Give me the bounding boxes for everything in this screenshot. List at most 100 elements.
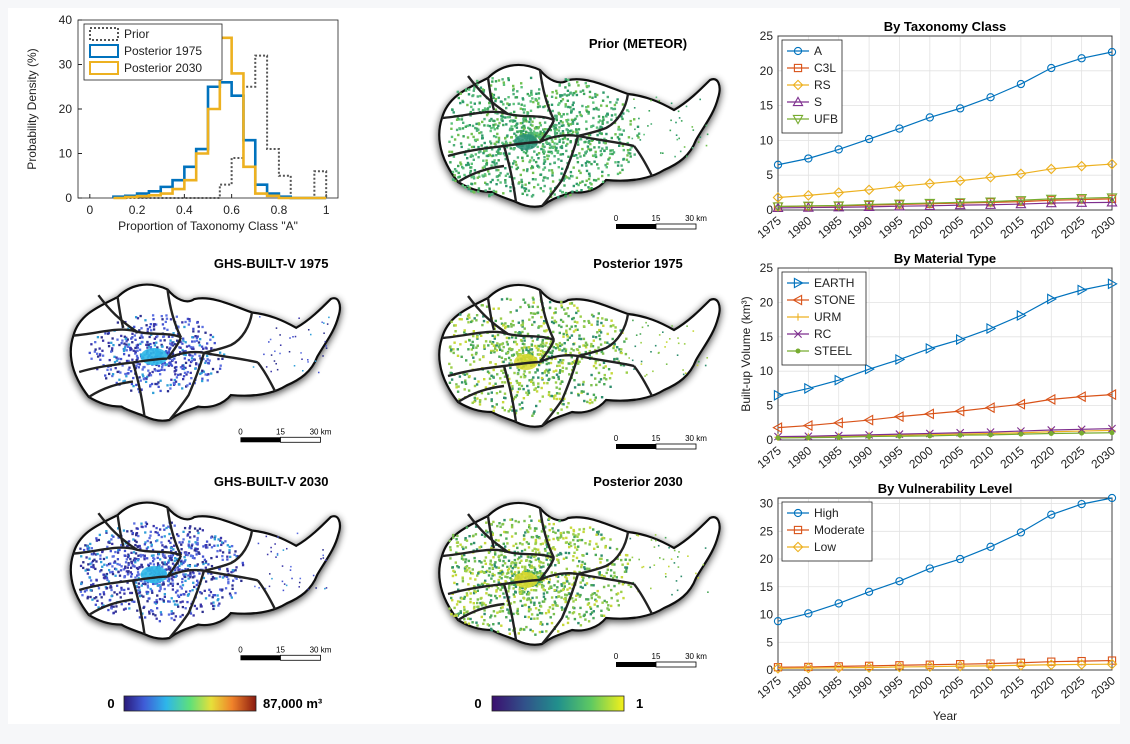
map-pixel bbox=[177, 534, 180, 538]
map-pixel bbox=[581, 383, 585, 386]
map-pixel bbox=[548, 517, 551, 520]
line-marker bbox=[988, 432, 994, 438]
map-pixel bbox=[142, 595, 145, 598]
map-pixel bbox=[500, 369, 503, 372]
map-pixel bbox=[524, 116, 527, 119]
map-pixel bbox=[177, 373, 180, 377]
map-pixel bbox=[521, 342, 525, 345]
map-pixel bbox=[143, 543, 147, 546]
map-pixel bbox=[124, 542, 127, 545]
map-pixel bbox=[628, 110, 630, 113]
map-pixel bbox=[569, 91, 572, 94]
map-pixel bbox=[526, 393, 529, 396]
line-marker bbox=[1045, 197, 1057, 208]
map-pixel bbox=[466, 184, 470, 188]
line-marker bbox=[1048, 430, 1054, 436]
map-pixel bbox=[581, 586, 584, 589]
map-pixel bbox=[193, 557, 196, 560]
map-pixel bbox=[582, 614, 585, 618]
map-pixel bbox=[486, 124, 490, 127]
map-pixel bbox=[535, 404, 538, 408]
map-pixel bbox=[553, 589, 556, 592]
map-pixel bbox=[515, 561, 518, 565]
map-pixel bbox=[625, 371, 628, 374]
map-pixel bbox=[504, 575, 507, 578]
map-pixel bbox=[503, 562, 507, 565]
map-pixel bbox=[496, 611, 499, 614]
map-pixel bbox=[510, 325, 513, 328]
map-pixel bbox=[464, 379, 467, 382]
map-pixel bbox=[288, 350, 291, 353]
line-ytick-label: 10 bbox=[760, 364, 774, 378]
map-pixel bbox=[677, 556, 679, 558]
map-pixel bbox=[560, 325, 563, 329]
map-pixel bbox=[491, 533, 494, 536]
map-pixel bbox=[178, 564, 181, 568]
map-pixel bbox=[282, 549, 285, 551]
map-pixel bbox=[220, 543, 223, 547]
map-pixel bbox=[176, 594, 180, 597]
map-pixel bbox=[171, 582, 175, 585]
histogram-ylabel: Probability Density (%) bbox=[25, 48, 39, 169]
map-pixel bbox=[585, 582, 589, 585]
map-pixel bbox=[589, 142, 592, 146]
map-pixel bbox=[692, 330, 695, 332]
map-pixel bbox=[628, 357, 630, 359]
map-pixel bbox=[294, 335, 297, 338]
map-pixel bbox=[453, 174, 456, 177]
map-pixel bbox=[543, 547, 547, 551]
map-pixel bbox=[576, 122, 579, 125]
map-pixel bbox=[192, 330, 195, 333]
map-pixel bbox=[195, 553, 198, 556]
map-pixel bbox=[140, 327, 143, 330]
map-pixel bbox=[210, 564, 214, 568]
map-pixel bbox=[513, 125, 516, 128]
map-pixel bbox=[156, 556, 159, 559]
map-pixel bbox=[456, 117, 460, 120]
map-pixel bbox=[140, 525, 143, 528]
map-pixel bbox=[172, 548, 175, 551]
map-pixel bbox=[462, 547, 465, 551]
map-pixel bbox=[579, 624, 583, 627]
map-pixel bbox=[598, 557, 602, 561]
map-pixel bbox=[168, 342, 172, 345]
map-pixel bbox=[529, 100, 532, 103]
map-pixel bbox=[484, 340, 488, 343]
map-pixel bbox=[577, 128, 581, 131]
map-pixel bbox=[163, 546, 166, 549]
map-pixel bbox=[600, 557, 603, 560]
map-pixel bbox=[556, 364, 559, 368]
map-pixel bbox=[576, 348, 580, 351]
map-pixel bbox=[543, 329, 546, 333]
map-pixel bbox=[523, 570, 526, 573]
map-pixel bbox=[497, 581, 500, 584]
map-pixel bbox=[534, 541, 538, 545]
map-pixel bbox=[90, 565, 93, 569]
map-pixel bbox=[201, 610, 204, 614]
map-pixel bbox=[137, 554, 140, 557]
map-pixel bbox=[132, 551, 136, 554]
map-pixel bbox=[165, 526, 168, 530]
map-pixel bbox=[471, 340, 474, 344]
map-pixel bbox=[482, 151, 485, 155]
map-pixel bbox=[492, 520, 495, 524]
map-pixel bbox=[524, 588, 527, 591]
map-pixel bbox=[469, 363, 472, 366]
map-pixel bbox=[676, 138, 679, 141]
map-pixel bbox=[514, 340, 517, 344]
map-pixel bbox=[218, 351, 222, 354]
map-pixel bbox=[205, 347, 208, 350]
map-pixel bbox=[519, 173, 522, 177]
map-pixel bbox=[500, 298, 504, 301]
map-pixel bbox=[470, 132, 473, 136]
map-pixel bbox=[132, 384, 135, 388]
map-pixel bbox=[173, 366, 177, 369]
map-pixel bbox=[140, 563, 143, 567]
map-pixel bbox=[101, 354, 105, 357]
map-pixel bbox=[489, 599, 493, 602]
map-pixel bbox=[150, 544, 153, 548]
map-pixel bbox=[158, 597, 162, 601]
map-pixel bbox=[520, 186, 524, 189]
map-pixel bbox=[562, 124, 565, 127]
map-pixel bbox=[472, 602, 475, 605]
